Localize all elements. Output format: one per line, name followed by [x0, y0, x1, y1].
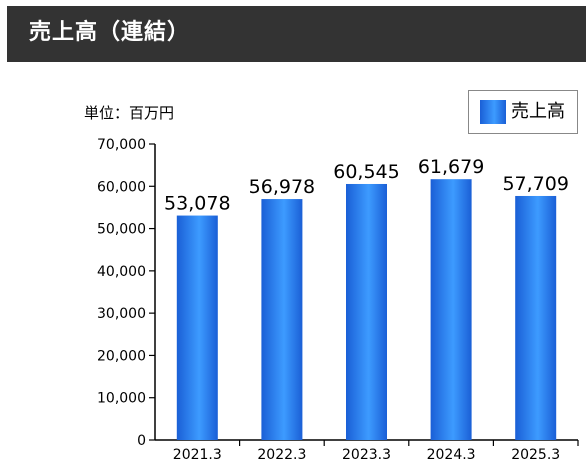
y-tick-label: 60,000 — [97, 179, 146, 195]
data-label: 61,679 — [418, 156, 484, 178]
legend: 売上高 — [468, 90, 578, 134]
x-tick-label: 2021.3 — [173, 447, 222, 463]
data-label: 53,078 — [164, 193, 230, 215]
data-label: 57,709 — [502, 173, 568, 195]
bar — [515, 195, 557, 440]
y-tick-label: 0 — [137, 433, 146, 449]
chart-header: 売上高（連結） — [7, 6, 586, 62]
page-title: 売上高（連結） — [29, 20, 191, 45]
bar — [430, 179, 472, 440]
y-tick-label: 20,000 — [97, 348, 146, 364]
bar — [176, 215, 218, 440]
x-tick-label: 2024.3 — [427, 447, 476, 463]
y-tick-label: 30,000 — [97, 306, 146, 322]
legend-swatch — [480, 100, 506, 124]
y-tick-label: 70,000 — [97, 137, 146, 153]
bar — [261, 199, 303, 440]
legend-label: 売上高 — [511, 101, 565, 122]
y-tick-label: 50,000 — [97, 222, 146, 238]
bar — [346, 183, 387, 440]
labels: 2021.3 53,078 2022.3 56,978 2023.3 60,545 2024… — [164, 156, 569, 463]
y-tick-label: 10,000 — [97, 391, 146, 407]
bars — [176, 179, 557, 440]
unit-label: 単位：百万円 — [84, 104, 175, 122]
data-label: 56,978 — [249, 176, 315, 198]
x-tick-label: 2025.3 — [511, 447, 560, 463]
y-tick-label: 40,000 — [97, 264, 146, 280]
data-label: 60,545 — [333, 161, 399, 183]
x-tick-label: 2023.3 — [342, 447, 391, 463]
x-tick-label: 2022.3 — [257, 447, 306, 463]
